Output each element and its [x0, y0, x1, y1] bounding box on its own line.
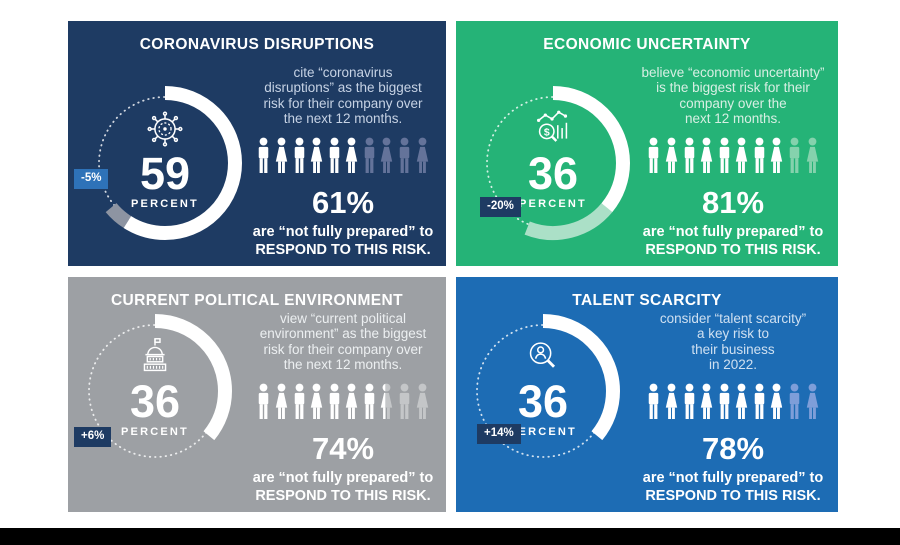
panel-current-political-environment: CURRENT POLITICAL ENVIRONMENT +6%: [68, 277, 446, 512]
statement: view “current political environment” as …: [259, 311, 427, 373]
change-badge: -20%: [480, 197, 521, 217]
person-female-icon: [663, 136, 680, 176]
prepared-percent: 61%: [311, 184, 375, 220]
change-badge: +6%: [74, 427, 112, 447]
virus-icon: [142, 106, 188, 152]
person-male-icon: [291, 382, 308, 422]
person-female-icon: [768, 382, 785, 422]
people-pictogram: [255, 382, 431, 422]
person-female-icon: [733, 382, 750, 422]
change-badge: -5%: [74, 169, 109, 189]
person-female-icon: [698, 136, 715, 176]
panel-talent-scarcity: TALENT SCARCITY +14% 36 PERCENT consider…: [456, 277, 838, 512]
person-male-icon: [396, 136, 413, 176]
statement: consider “talent scarcity” a key risk to…: [659, 311, 807, 373]
statement: cite “coronavirus disruptions” as the bi…: [263, 65, 423, 127]
person-male-icon: [716, 136, 733, 176]
panel-coronavirus-disruptions: CORONAVIRUS DISRUPTIONS -5%: [68, 21, 446, 266]
capitol-icon: [132, 334, 178, 380]
person-female-icon: [733, 136, 750, 176]
prepared-percent: 78%: [701, 430, 765, 466]
person-male-icon: [681, 382, 698, 422]
talent-search-icon: [520, 334, 566, 380]
person-female-icon: [663, 382, 680, 422]
svg-text:$: $: [544, 126, 550, 138]
person-male-icon: [255, 136, 272, 176]
person-male-icon: [361, 136, 378, 176]
prepared-line1: are “not fully prepared” to: [642, 223, 824, 240]
economic-analysis-icon: $: [530, 106, 576, 152]
donut-chart: $ 36 PERCENT: [468, 78, 638, 248]
prepared-line2: RESPOND TO THIS RISK.: [255, 488, 431, 505]
person-female-icon: [414, 136, 431, 176]
people-pictogram: [645, 136, 821, 176]
person-male-icon: [751, 136, 768, 176]
person-male-icon: [786, 382, 803, 422]
panel-title: ECONOMIC UNCERTAINTY: [543, 36, 751, 53]
person-male-icon: [645, 136, 662, 176]
people-pictogram: [255, 136, 431, 176]
person-male-icon: [716, 382, 733, 422]
person-female-icon: [378, 382, 395, 422]
person-male-icon: [291, 136, 308, 176]
person-male-icon: [786, 136, 803, 176]
person-female-icon: [273, 382, 290, 422]
person-male-icon: [396, 382, 413, 422]
change-badge: +14%: [477, 424, 521, 444]
donut-value: 36: [517, 375, 569, 427]
person-female-icon: [698, 382, 715, 422]
person-female-icon: [804, 382, 821, 422]
donut-unit-label: PERCENT: [131, 198, 199, 211]
prepared-line1: are “not fully prepared” to: [252, 469, 434, 486]
prepared-line1: are “not fully prepared” to: [642, 469, 824, 486]
panel-title: CURRENT POLITICAL ENVIRONMENT: [110, 292, 404, 309]
person-female-icon: [343, 382, 360, 422]
donut-chart: 36 PERCENT: [458, 306, 628, 476]
person-female-icon: [768, 136, 785, 176]
person-female-icon: [343, 136, 360, 176]
person-male-icon: [751, 382, 768, 422]
prepared-percent: 81%: [701, 184, 765, 220]
prepared-line2: RESPOND TO THIS RISK.: [645, 242, 821, 259]
panel-title: TALENT SCARCITY: [572, 292, 722, 309]
person-female-icon: [308, 382, 325, 422]
person-male-icon: [361, 382, 378, 422]
person-male-icon: [681, 136, 698, 176]
person-female-icon: [273, 136, 290, 176]
person-male-icon: [645, 382, 662, 422]
person-male-icon: [326, 136, 343, 176]
prepared-line2: RESPOND TO THIS RISK.: [645, 488, 821, 505]
person-female-icon: [414, 382, 431, 422]
person-male-icon: [326, 382, 343, 422]
prepared-line1: are “not fully prepared” to: [252, 223, 434, 240]
prepared-line2: RESPOND TO THIS RISK.: [255, 242, 431, 259]
person-male-icon: [255, 382, 272, 422]
statement: believe “economic uncertainty” is the bi…: [641, 65, 825, 127]
prepared-percent: 74%: [311, 430, 375, 466]
donut-value: 36: [129, 375, 181, 427]
bottom-bar: [0, 528, 900, 545]
panel-title: CORONAVIRUS DISRUPTIONS: [139, 36, 375, 53]
donut-chart: 36 PERCENT: [70, 306, 240, 476]
person-female-icon: [378, 136, 395, 176]
panel-economic-uncertainty: ECONOMIC UNCERTAINTY -20%: [456, 21, 838, 266]
person-female-icon: [308, 136, 325, 176]
donut-unit-label: PERCENT: [519, 198, 587, 211]
donut-value: 36: [527, 147, 579, 199]
person-female-icon: [804, 136, 821, 176]
donut-value: 59: [139, 147, 191, 199]
donut-unit-label: PERCENT: [509, 426, 577, 439]
donut-chart: 59 PERCENT: [80, 78, 250, 248]
donut-unit-label: PERCENT: [121, 426, 189, 439]
people-pictogram: [645, 382, 821, 422]
